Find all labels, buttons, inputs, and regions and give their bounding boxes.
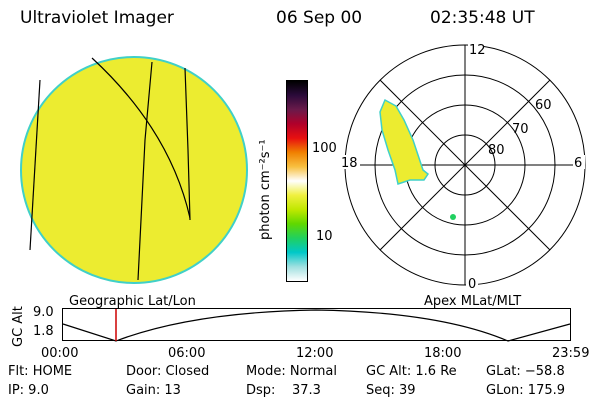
mlt-label-6: 6 bbox=[574, 156, 582, 171]
colorbar-gradient bbox=[287, 81, 307, 281]
latitude-line bbox=[91, 57, 191, 219]
mlt-diagonal bbox=[379, 79, 551, 251]
timeline-frame bbox=[62, 308, 571, 341]
gain-status: Gain: 13 bbox=[126, 383, 181, 398]
altitude-curve bbox=[62, 309, 571, 342]
colorbar-tick-10: 10 bbox=[316, 229, 333, 244]
timeline-x-tick-0000: 00:00 bbox=[41, 346, 79, 361]
time-label: 02:35:48 UT bbox=[430, 8, 535, 28]
mlt-label-18: 18 bbox=[341, 156, 358, 171]
timeline-y-tick-high: 9.0 bbox=[33, 305, 54, 320]
polar-mlt-panel: 12 18 6 0 60 70 80 bbox=[340, 42, 586, 292]
timeline-y-label: GC Alt bbox=[11, 306, 26, 347]
geographic-disk bbox=[20, 56, 248, 284]
apex-label: Apex MLat/MLT bbox=[424, 294, 522, 309]
geographic-image-panel bbox=[20, 56, 248, 284]
instrument-title: Ultraviolet Imager bbox=[20, 8, 174, 28]
mode-status: Mode: Normal bbox=[246, 364, 337, 379]
timeline-x-tick-0600: 06:00 bbox=[168, 346, 206, 361]
geographic-label: Geographic Lat/Lon bbox=[69, 294, 196, 309]
timeline-x-tick-1200: 12:00 bbox=[296, 346, 334, 361]
colorbar-tick-100: 100 bbox=[312, 141, 337, 156]
longitude-line bbox=[137, 61, 153, 281]
timeline-x-tick-1800: 18:00 bbox=[424, 346, 462, 361]
mlt-label-12: 12 bbox=[469, 43, 486, 58]
geo-longitude-status: GLon: 175.9 bbox=[486, 383, 566, 398]
colorbar-unit-label: photon cm⁻²s⁻¹ bbox=[258, 139, 273, 240]
date-label: 06 Sep 00 bbox=[276, 8, 363, 28]
colorbar bbox=[286, 80, 308, 282]
ip-status: IP: 9.0 bbox=[8, 383, 49, 398]
auroral-emission-region bbox=[379, 98, 430, 185]
gc-altitude-status: GC Alt: 1.6 Re bbox=[366, 364, 457, 379]
mlat-label-80: 80 bbox=[488, 143, 505, 158]
mlat-label-70: 70 bbox=[512, 122, 529, 137]
emission-spot bbox=[450, 214, 456, 220]
longitude-line bbox=[29, 79, 41, 251]
orbit-altitude-timeline bbox=[62, 308, 571, 342]
sequence-status: Seq: 39 bbox=[366, 383, 416, 398]
longitude-line bbox=[184, 67, 191, 221]
timeline-x-tick-2359: 23:59 bbox=[552, 346, 590, 361]
dsp-status: Dsp: 37.3 bbox=[246, 383, 321, 398]
flight-status: Flt: HOME bbox=[8, 364, 73, 379]
timeline-y-tick-low: 1.8 bbox=[33, 324, 54, 339]
mlt-label-0: 0 bbox=[468, 277, 476, 292]
mlat-label-60: 60 bbox=[535, 98, 552, 113]
geo-latitude-status: GLat: −58.8 bbox=[486, 364, 565, 379]
door-status: Door: Closed bbox=[126, 364, 210, 379]
